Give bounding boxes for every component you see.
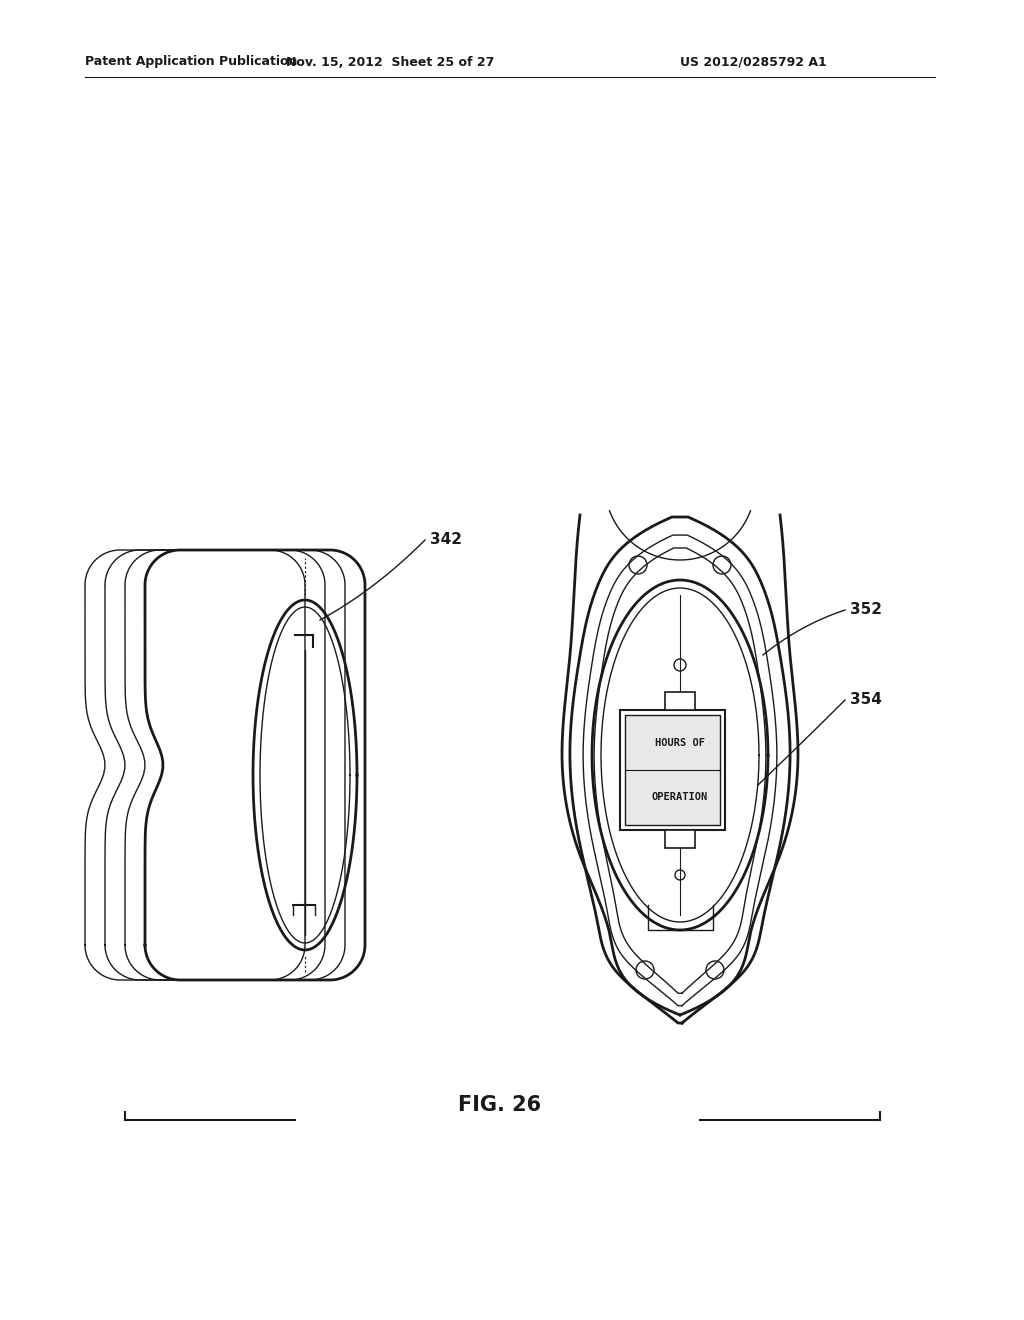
Text: HOURS OF: HOURS OF — [655, 738, 705, 747]
Bar — [625, 715, 720, 825]
Text: 352: 352 — [850, 602, 882, 618]
Text: Nov. 15, 2012  Sheet 25 of 27: Nov. 15, 2012 Sheet 25 of 27 — [286, 55, 495, 69]
Bar — [620, 710, 725, 830]
Bar — [665, 692, 695, 710]
Text: 354: 354 — [850, 693, 882, 708]
Text: US 2012/0285792 A1: US 2012/0285792 A1 — [680, 55, 826, 69]
Bar — [665, 830, 695, 847]
Text: Patent Application Publication: Patent Application Publication — [85, 55, 297, 69]
Text: FIG. 26: FIG. 26 — [459, 1096, 542, 1115]
Text: OPERATION: OPERATION — [652, 792, 709, 803]
Text: 342: 342 — [430, 532, 462, 548]
